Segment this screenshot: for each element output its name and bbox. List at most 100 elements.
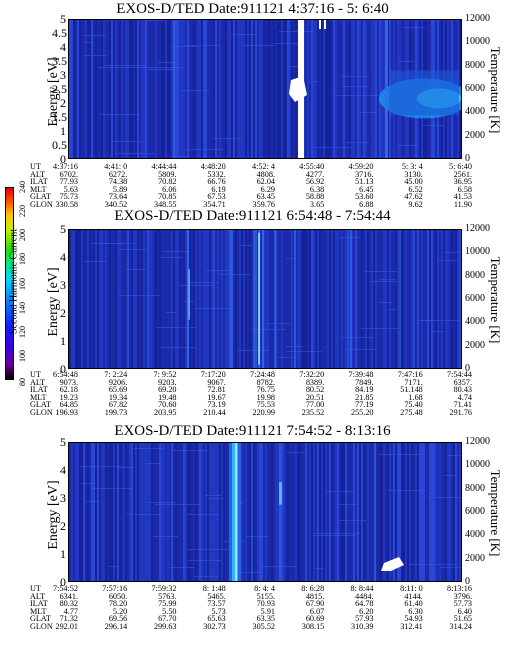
spectrogram-column [105, 443, 107, 581]
spectrogram-column [343, 230, 345, 368]
spectrogram-column [249, 20, 251, 158]
orbit-value: 72.81 [207, 385, 226, 394]
spectrogram-column [257, 443, 259, 581]
spectrogram-column [165, 20, 167, 158]
y-tick-label: 3 [60, 278, 66, 292]
spectrogram-noise [109, 566, 118, 567]
orbit-value: 3.65 [309, 199, 325, 209]
spectrogram-noise [161, 257, 182, 258]
spectrogram-column [363, 443, 365, 581]
spectrogram-column [203, 230, 205, 368]
orbit-value: 299.63 [153, 621, 177, 631]
y2-tick-label: 6000 [465, 506, 485, 517]
spectrogram-column [105, 20, 107, 158]
spectrogram-column [317, 230, 319, 368]
spectrogram-column [241, 443, 243, 581]
spectrogram-column [159, 20, 161, 158]
spectrogram-column [131, 443, 133, 581]
spectrogram-column [383, 20, 385, 158]
orbit-value: 63.35 [256, 614, 275, 623]
orbit-value: 6.19 [211, 184, 226, 194]
spectrogram-noise [115, 153, 154, 154]
spectrogram-column [371, 443, 373, 581]
spectrogram-column [217, 20, 219, 158]
spectrogram-column [305, 230, 307, 368]
spectrogram-noise [148, 69, 174, 70]
spectrogram-noise [153, 536, 178, 537]
spectrogram-column [175, 443, 177, 581]
orbit-value: 8782. [256, 377, 275, 387]
orbit-value: 354.71 [203, 199, 226, 209]
orbit-value: 1.68 [408, 392, 423, 402]
spectrogram-noise [145, 463, 162, 464]
orbit-row-label: MLT [30, 606, 47, 616]
spectrogram-column [461, 20, 462, 159]
spectrogram-noise [444, 252, 461, 253]
spectrogram-column [99, 230, 101, 368]
spectrogram-noise [341, 337, 374, 338]
spectrogram-column [129, 20, 131, 158]
spectrogram-column [155, 20, 157, 158]
orbit-value: 67.82 [108, 400, 128, 409]
y-tick-label: 4.5 [52, 26, 67, 40]
orbit-value: 57.93 [355, 614, 374, 623]
spectrogram-noise [173, 450, 208, 451]
spectrogram-column [383, 230, 385, 368]
orbit-value: 75.99 [158, 599, 177, 608]
spectrogram-column [353, 20, 355, 158]
spectrogram-noise [207, 498, 223, 499]
spectrogram-noise [370, 281, 398, 282]
spectrogram-column [319, 443, 321, 581]
colorbar-tick: 140 [18, 301, 27, 314]
orbit-value: 4815. [305, 591, 325, 601]
panel-3-y2label: Temperature [K] [488, 469, 503, 557]
y2-tick-label: 12000 [465, 13, 490, 24]
spectrogram-column [363, 230, 365, 368]
spectrogram-noise [137, 67, 184, 68]
spectrogram-column [101, 230, 103, 368]
spectrogram-column [225, 20, 227, 158]
spectrogram-column [311, 443, 313, 581]
orbit-value: 77.93 [59, 177, 78, 186]
spectrogram-column [441, 230, 443, 368]
orbit-value: 67.90 [305, 599, 325, 608]
orbit-value: 6357. [453, 377, 472, 387]
spectrogram-noise [278, 357, 297, 358]
spectrogram-noise [185, 149, 223, 150]
spectrogram-column [267, 443, 269, 581]
spectrogram-noise [119, 249, 147, 250]
spectrogram-column [399, 443, 401, 581]
y-tick-label: 2.5 [52, 82, 67, 96]
spectrogram-column [213, 20, 215, 158]
spectrogram-column [145, 443, 147, 581]
orbit-value: 80.43 [453, 385, 472, 394]
spectrogram-column [277, 20, 279, 158]
spectrogram-column [169, 443, 171, 581]
y-tick-label: 2 [60, 306, 66, 320]
spectrogram-column [93, 20, 95, 158]
spectrogram-column [109, 230, 111, 368]
spectrogram-column [165, 443, 167, 581]
spectrogram-column [381, 20, 383, 158]
orbit-value: 74.38 [108, 177, 128, 186]
spectrogram-column [73, 443, 75, 581]
spectrogram-column [117, 230, 119, 368]
spectrogram-noise [334, 95, 378, 96]
panel-2-title: EXOS-D/TED Date:911121 6:54:48 - 7:54:44 [114, 208, 391, 224]
orbit-value: 75.73 [59, 192, 78, 201]
spectrogram-column [209, 443, 211, 581]
spectrogram-column [149, 230, 151, 368]
orbit-value: 11.90 [453, 199, 472, 209]
spectrogram-column [109, 20, 111, 158]
spectrogram-column [229, 20, 231, 158]
orbit-value: 6272. [108, 169, 128, 179]
spectrogram-column [271, 443, 273, 581]
orbit-value: 77.00 [305, 400, 325, 409]
spectrogram-noise [341, 76, 369, 77]
spectrogram-streak [294, 230, 296, 368]
spectrogram-column [183, 230, 185, 368]
y2-tick-label: 4000 [465, 529, 485, 541]
spectrogram-column [89, 230, 91, 368]
spectrogram-column [313, 443, 315, 581]
spectrogram-column [247, 230, 249, 368]
